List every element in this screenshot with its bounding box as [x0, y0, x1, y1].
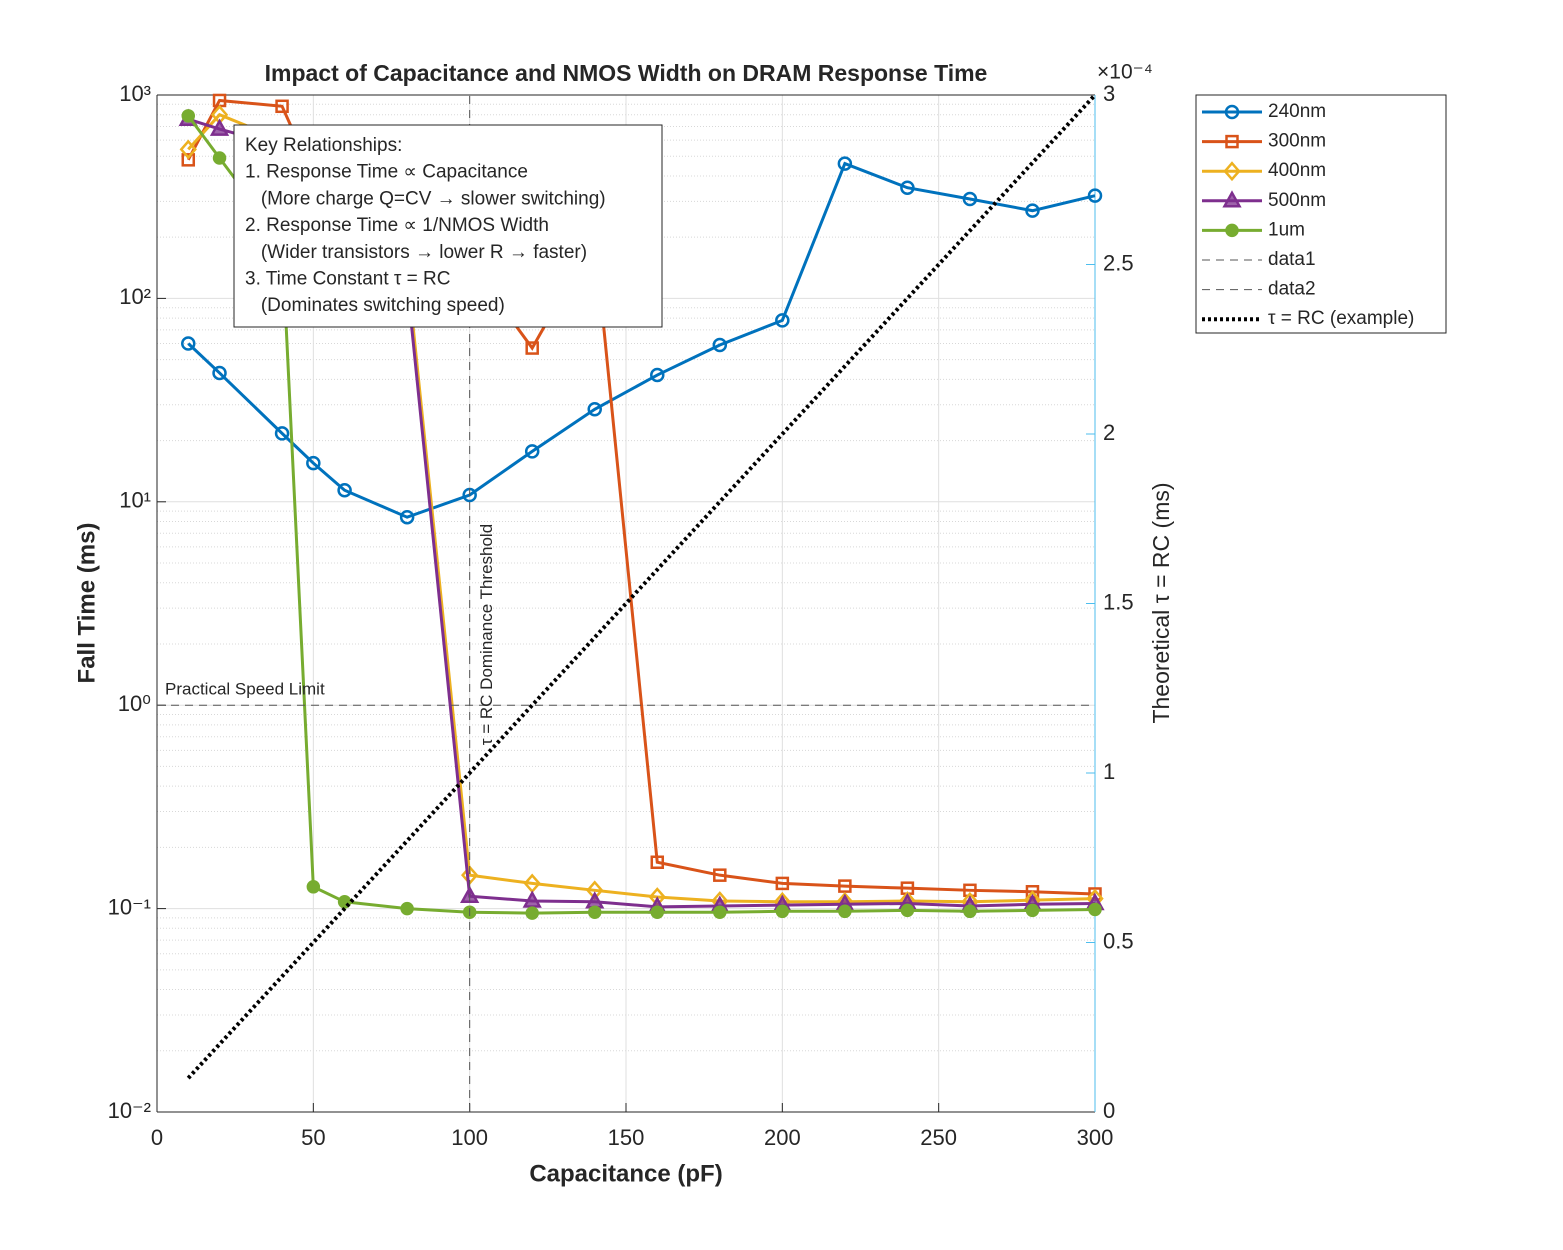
marker: [963, 904, 977, 919]
chart-title: Impact of Capacitance and NMOS Width on …: [265, 60, 988, 86]
marker: [181, 109, 196, 123]
x-tick-label: 250: [920, 1125, 957, 1150]
x-tick-label: 50: [301, 1125, 325, 1150]
marker: [713, 868, 727, 882]
y-tick-label: 10³: [119, 81, 151, 106]
marker: [1088, 902, 1102, 917]
marker: [838, 904, 852, 919]
marker: [212, 365, 227, 381]
legend-label: 500nm: [1268, 190, 1326, 211]
y2-tick-label: 0.5: [1103, 928, 1134, 953]
legend-label: τ = RC (example): [1268, 308, 1414, 329]
legend-label: data2: [1268, 279, 1316, 300]
y2-tick-label: 1: [1103, 759, 1115, 784]
legend-box: [1195, 94, 1447, 334]
marker: [179, 139, 197, 160]
text-box-line: Key Relationships:: [245, 135, 402, 156]
y2-tick-label: 0: [1103, 1098, 1115, 1123]
x-tick-label: 200: [764, 1125, 801, 1150]
text-box: [233, 124, 663, 328]
annotation: Practical Speed Limit: [165, 680, 325, 699]
marker: [775, 904, 790, 919]
marker: [1225, 134, 1239, 149]
marker: [399, 509, 415, 525]
marker: [275, 99, 289, 114]
text-box-line: 1. Response Time ∝ Capacitance: [245, 162, 528, 183]
marker: [1224, 104, 1240, 120]
marker: [306, 880, 321, 894]
marker: [306, 455, 321, 471]
marker: [838, 879, 852, 893]
x-tick-label: 100: [451, 1125, 488, 1150]
legend-label: 400nm: [1268, 160, 1326, 181]
marker: [181, 336, 196, 351]
marker: [1223, 161, 1241, 182]
marker: [525, 906, 539, 920]
legend-label: data1: [1268, 249, 1316, 270]
y2-tick-label: 1.5: [1103, 589, 1134, 614]
marker: [650, 855, 665, 869]
y2-tick-label: 3: [1103, 81, 1115, 106]
series-line: [186, 93, 1097, 1080]
y2-tick-label: 2.5: [1103, 250, 1134, 275]
marker: [181, 153, 196, 167]
marker: [775, 313, 790, 328]
marker: [1025, 903, 1040, 918]
marker: [274, 426, 290, 441]
marker: [209, 118, 230, 136]
marker: [1025, 203, 1040, 218]
marker: [525, 341, 539, 355]
x-tick-label: 300: [1077, 1125, 1114, 1150]
y2-exponent: ×10⁻⁴: [1097, 61, 1153, 84]
marker: [587, 402, 602, 417]
y-tick-label: 10⁻¹: [108, 894, 151, 919]
legend-label: 300nm: [1268, 131, 1326, 152]
marker: [837, 156, 853, 171]
x-tick-label: 0: [151, 1125, 163, 1150]
y2-tick-label: 2: [1103, 420, 1115, 445]
y-tick-label: 10⁻²: [108, 1098, 151, 1123]
marker: [587, 905, 602, 919]
y-tick-label: 10²: [119, 284, 151, 309]
text-box-line: 2. Response Time ∝ 1/NMOS Width: [245, 215, 549, 236]
marker: [713, 905, 727, 919]
x-tick-label: 150: [608, 1125, 645, 1150]
y-tick-label: 10¹: [119, 488, 151, 513]
y-axis-label: Fall Time (ms): [73, 523, 100, 684]
text-box-line: 3. Time Constant τ = RC: [245, 269, 451, 290]
y2-axis-label: Theoretical τ = RC (ms): [1148, 482, 1174, 723]
series-line: [187, 161, 1096, 519]
marker: [650, 905, 665, 919]
annotation: τ = RC Dominance Threshold: [477, 524, 496, 745]
x-axis-label: Capacitance (pF): [529, 1160, 722, 1187]
text-box-line: (More charge Q=CV → slower switching): [245, 188, 606, 209]
legend-label: 240nm: [1268, 101, 1326, 122]
marker: [900, 903, 915, 918]
marker: [712, 337, 728, 353]
marker: [337, 482, 352, 498]
marker: [650, 367, 665, 383]
legend-label: 1um: [1268, 219, 1305, 240]
marker: [900, 180, 915, 195]
marker: [962, 191, 978, 207]
marker: [775, 876, 790, 891]
marker: [1222, 190, 1242, 208]
marker: [400, 901, 414, 916]
marker: [212, 151, 227, 165]
marker: [1087, 188, 1103, 203]
marker: [1225, 223, 1239, 238]
marker: [524, 444, 540, 459]
text-box-line: (Dominates switching speed): [245, 295, 505, 316]
text-box-line: (Wider transistors → lower R → faster): [245, 242, 587, 263]
y-tick-label: 10⁰: [118, 691, 151, 716]
